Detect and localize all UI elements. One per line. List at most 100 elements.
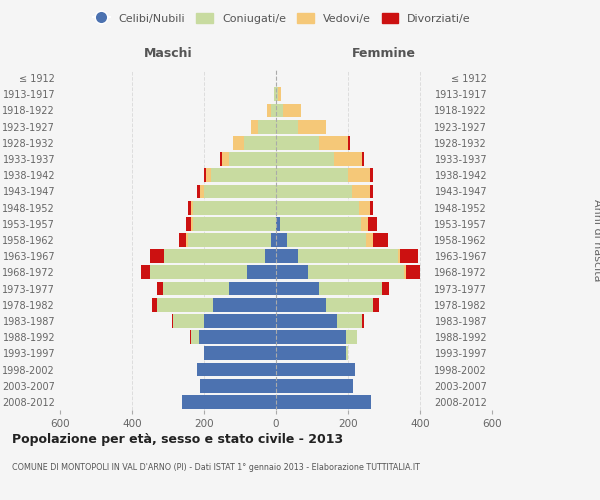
Bar [359, 200, 370, 214]
Bar [361, 217, 368, 230]
Bar [163, 282, 229, 296]
Bar [206, 168, 211, 182]
Bar [204, 346, 276, 360]
Bar [179, 233, 186, 247]
Bar [382, 282, 389, 296]
Bar [200, 184, 204, 198]
Bar [276, 120, 298, 134]
Bar [267, 104, 271, 118]
Bar [276, 298, 326, 312]
Bar [276, 282, 319, 296]
Bar [276, 250, 298, 263]
Bar [233, 136, 244, 149]
Bar [157, 298, 213, 312]
Bar [400, 250, 418, 263]
Bar [141, 266, 150, 280]
Bar [404, 266, 406, 280]
Bar [276, 184, 352, 198]
Bar [348, 136, 350, 149]
Bar [211, 168, 276, 182]
Text: COMUNE DI MONTOPOLI IN VAL D'ARNO (PI) - Dati ISTAT 1° gennaio 2013 - Elaborazio: COMUNE DI MONTOPOLI IN VAL D'ARNO (PI) -… [12, 462, 420, 471]
Bar [190, 330, 191, 344]
Bar [186, 217, 191, 230]
Bar [244, 136, 276, 149]
Bar [352, 184, 370, 198]
Bar [265, 250, 276, 263]
Bar [229, 282, 276, 296]
Bar [368, 217, 377, 230]
Bar [346, 346, 348, 360]
Bar [157, 282, 163, 296]
Bar [276, 346, 346, 360]
Bar [319, 136, 348, 149]
Bar [370, 168, 373, 182]
Bar [222, 152, 229, 166]
Bar [276, 266, 308, 280]
Bar [152, 298, 157, 312]
Bar [326, 298, 373, 312]
Bar [362, 152, 364, 166]
Bar [186, 233, 188, 247]
Bar [258, 120, 276, 134]
Bar [199, 330, 276, 344]
Legend: Celibi/Nubili, Coniugati/e, Vedovi/e, Divorziati/e: Celibi/Nubili, Coniugati/e, Vedovi/e, Di… [91, 10, 473, 26]
Bar [150, 266, 247, 280]
Bar [283, 104, 301, 118]
Bar [276, 200, 359, 214]
Bar [204, 168, 206, 182]
Bar [337, 314, 362, 328]
Bar [172, 314, 173, 328]
Bar [204, 314, 276, 328]
Bar [276, 233, 287, 247]
Bar [278, 88, 281, 101]
Bar [191, 330, 199, 344]
Bar [271, 104, 276, 118]
Bar [276, 330, 346, 344]
Text: Femmine: Femmine [352, 48, 416, 60]
Bar [251, 120, 258, 134]
Bar [193, 200, 276, 214]
Bar [191, 217, 193, 230]
Bar [406, 266, 420, 280]
Bar [298, 120, 326, 134]
Bar [229, 152, 276, 166]
Bar [276, 168, 348, 182]
Bar [276, 104, 283, 118]
Bar [197, 184, 200, 198]
Bar [346, 330, 357, 344]
Bar [247, 266, 276, 280]
Bar [191, 200, 193, 214]
Text: Popolazione per età, sesso e stato civile - 2013: Popolazione per età, sesso e stato civil… [12, 432, 343, 446]
Bar [362, 314, 364, 328]
Bar [197, 362, 276, 376]
Bar [276, 136, 319, 149]
Bar [276, 88, 278, 101]
Bar [366, 233, 373, 247]
Bar [276, 379, 353, 392]
Bar [280, 217, 361, 230]
Bar [308, 266, 404, 280]
Bar [370, 184, 373, 198]
Bar [182, 395, 276, 409]
Bar [188, 200, 191, 214]
Bar [348, 168, 370, 182]
Bar [373, 298, 379, 312]
Bar [150, 250, 164, 263]
Bar [276, 314, 337, 328]
Bar [276, 217, 280, 230]
Text: Maschi: Maschi [143, 48, 193, 60]
Bar [398, 250, 400, 263]
Bar [334, 152, 362, 166]
Bar [200, 379, 276, 392]
Bar [274, 88, 276, 101]
Bar [373, 233, 388, 247]
Bar [276, 362, 355, 376]
Bar [213, 298, 276, 312]
Bar [319, 282, 382, 296]
Bar [276, 152, 334, 166]
Bar [370, 200, 373, 214]
Bar [173, 314, 204, 328]
Bar [188, 233, 271, 247]
Bar [287, 233, 366, 247]
Bar [276, 395, 371, 409]
